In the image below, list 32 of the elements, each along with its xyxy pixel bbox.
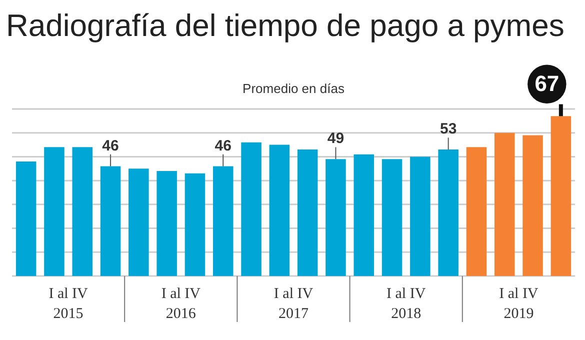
text: I al IV 2015 (48, 286, 88, 322)
data-label: 46 (214, 137, 232, 154)
bar (494, 132, 515, 276)
bar (326, 159, 346, 276)
data-label: 46 (102, 137, 119, 154)
bar (550, 116, 572, 276)
bar (212, 166, 234, 276)
chart-title: Radiografía del tiempo de pago a pymes (6, 8, 564, 43)
bar (156, 171, 177, 276)
bar (241, 142, 262, 276)
bar (297, 150, 318, 276)
bar (354, 154, 374, 276)
bar (466, 147, 487, 276)
bar (184, 173, 206, 276)
text: I al IV 2017 (274, 286, 314, 322)
text: I al IV 2016 (161, 286, 201, 322)
bar (128, 168, 149, 276)
chart-subtitle: Promedio en días (242, 81, 345, 96)
text: I al IV 2018 (386, 286, 426, 322)
bar (522, 135, 543, 276)
text: I al IV 2019 (499, 286, 538, 322)
bar (410, 156, 430, 276)
bar (16, 161, 36, 276)
bar (438, 150, 458, 276)
data-label: 53 (440, 120, 457, 138)
bar (382, 159, 402, 276)
bar (269, 144, 290, 276)
data-label: 67 (534, 71, 560, 96)
bar (72, 147, 93, 276)
bar (100, 166, 121, 276)
data-label: 49 (327, 130, 344, 148)
bar (44, 147, 64, 276)
